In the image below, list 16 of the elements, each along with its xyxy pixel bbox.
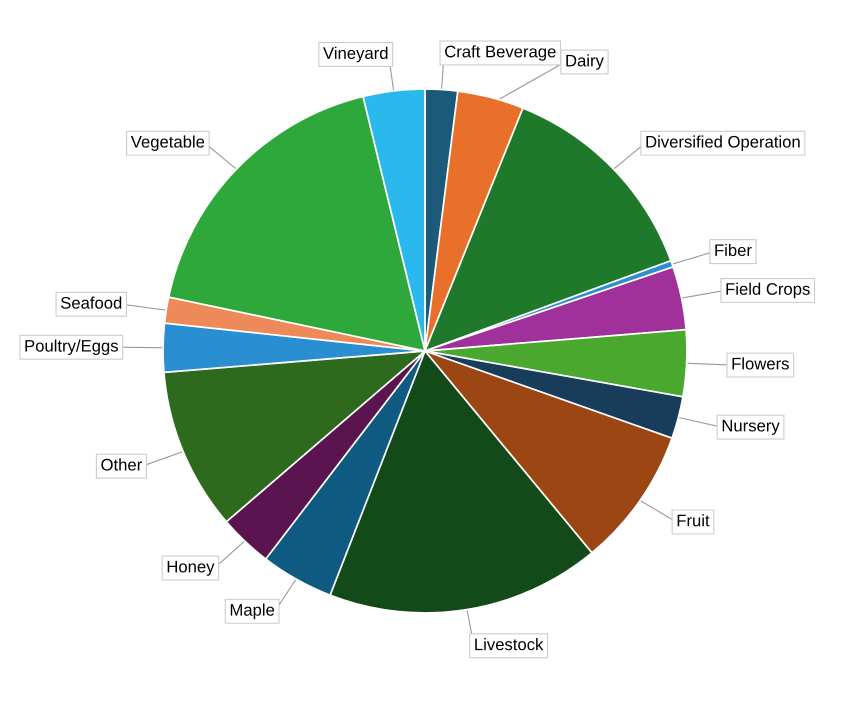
slice-label: Vineyard bbox=[323, 46, 388, 62]
slice-label: Maple bbox=[230, 604, 274, 620]
slice-label: Honey bbox=[168, 560, 214, 576]
slice-label: Dairy bbox=[566, 54, 604, 70]
slice-label: Fruit bbox=[678, 514, 710, 526]
slice-label: Craft Beverage bbox=[445, 45, 556, 61]
slice-label: Seafood bbox=[60, 296, 122, 309]
slice-label: Flowers bbox=[732, 357, 789, 370]
slice-label: Vegetable bbox=[130, 135, 204, 151]
slice-label: Diversified Operation bbox=[646, 135, 800, 151]
slice-label: Livestock bbox=[475, 638, 544, 650]
slice-label: Other bbox=[101, 458, 142, 471]
slice-label: Nursery bbox=[722, 420, 780, 435]
slice-label: Field Crops bbox=[726, 282, 810, 298]
slice-label: Fiber bbox=[715, 244, 752, 256]
slice-label: Poultry/Eggs bbox=[25, 339, 118, 356]
